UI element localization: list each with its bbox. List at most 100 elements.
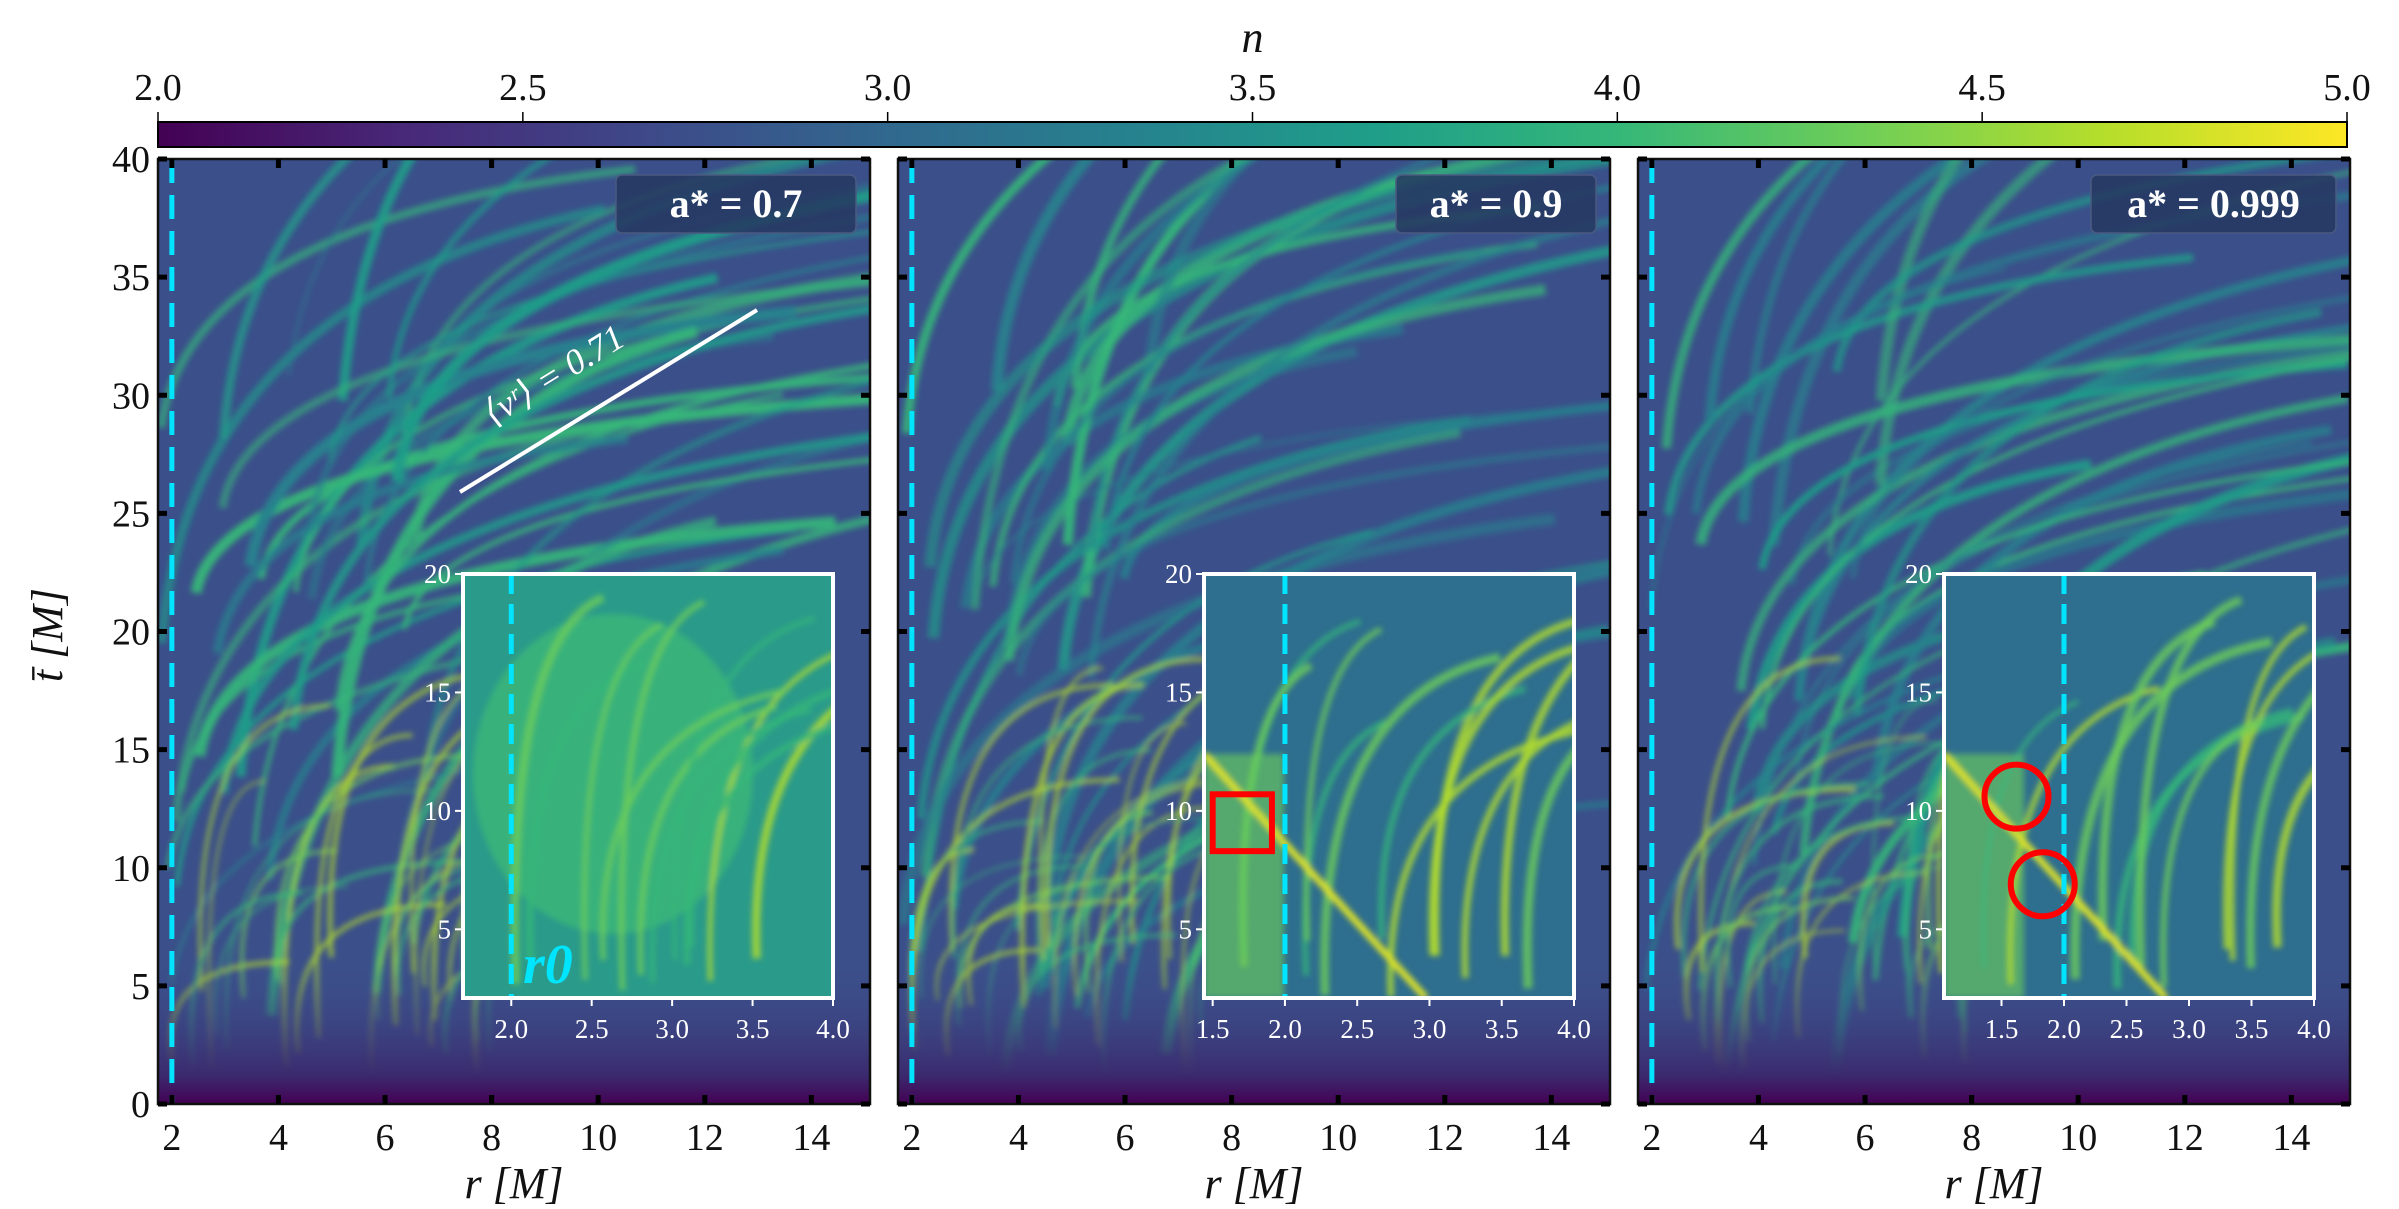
inset-y-tick-label: 20 <box>1165 559 1192 589</box>
inset-x-tick-label: 2.0 <box>1268 1014 1302 1044</box>
x-tick-label: 12 <box>1426 1117 1464 1159</box>
y-tick-label: 0 <box>131 1084 150 1126</box>
colorbar-tick-label: 4.0 <box>1594 67 1642 109</box>
inset-1: 2.0 2.5 3.0 3.5 4.0 5 10 15 20 r0 <box>424 559 850 1044</box>
x-tick-label: 4 <box>1009 1117 1028 1159</box>
x-axis-label: r [M] <box>464 1159 563 1208</box>
x-tick-label: 8 <box>482 1117 501 1159</box>
panel-1: 2 4 6 8 10 12 14 0 5 10 15 20 25 30 35 40 r [M] t̄ [M] a* … <box>23 139 872 1208</box>
inset-x-tick-label: 2.5 <box>575 1014 609 1044</box>
colorbar-tick-label: 2.5 <box>499 67 547 109</box>
x-tick-label: 10 <box>2059 1117 2097 1159</box>
inset-streak <box>2246 689 2314 969</box>
panel-2: 2 4 6 8 10 12 14 r [M] a* = 0.9 1.5 2.0 2.5 3.0 3.5 4.… <box>896 156 1612 1208</box>
inset-y-tick-label: 10 <box>1165 796 1192 826</box>
inset-y-tick-label: 5 <box>1179 914 1193 944</box>
x-tick-label: 14 <box>2272 1117 2310 1159</box>
inset-streak <box>1387 728 1574 998</box>
inset-y-tick-label: 15 <box>424 677 451 707</box>
inset-y-tick-label: 20 <box>424 559 451 589</box>
spin-label: a* = 0.7 <box>670 181 803 226</box>
colorbar-tick-label: 3.0 <box>864 67 912 109</box>
inset-x-tick-label: 3.5 <box>2235 1014 2269 1044</box>
y-tick-label: 5 <box>131 966 150 1008</box>
inset-streak <box>2272 768 2314 948</box>
inset-x-tick-label: 3.5 <box>1485 1014 1519 1044</box>
panel-3: 2 4 6 8 10 12 14 r [M] a* = 0.999 1.5 2.0 2.5 3.0 3.5… <box>1636 156 2352 1208</box>
inset-streak <box>2136 595 2243 968</box>
x-tick-label: 12 <box>686 1117 724 1159</box>
x-tick-label: 10 <box>1319 1117 1357 1159</box>
x-axis-label: r [M] <box>1944 1159 2043 1208</box>
x-tick-label: 14 <box>1532 1117 1570 1159</box>
inset-y-tick-label: 10 <box>424 796 451 826</box>
spin-label-box <box>1395 174 1597 234</box>
y-tick-label: 30 <box>112 375 150 417</box>
x-tick-label: 4 <box>269 1117 288 1159</box>
highlight-square <box>1209 791 1275 855</box>
r0-label: r0 <box>523 934 573 996</box>
inset-x-tick-label: 4.0 <box>1557 1014 1591 1044</box>
colorbar-tick-label: 4.5 <box>1958 67 2006 109</box>
inset-streak <box>752 706 833 959</box>
inset-streak <box>637 703 778 975</box>
inset-y-tick-label: 20 <box>1905 559 1932 589</box>
inset-streak <box>1428 644 1574 956</box>
inset-x-tick-label: 1.5 <box>1196 1014 1230 1044</box>
inset-streak <box>618 599 706 991</box>
x-tick-label: 8 <box>1222 1117 1241 1159</box>
spin-label: a* = 0.9 <box>1430 181 1563 226</box>
inset-x-tick-label: 3.0 <box>1413 1014 1447 1044</box>
colorbar-tick-label: 5.0 <box>2323 67 2371 109</box>
inset-frame <box>461 572 835 1000</box>
highlight-circle <box>1981 761 2052 832</box>
inset-x-tick-label: 3.0 <box>655 1014 689 1044</box>
inset-x-tick-label: 2.0 <box>2047 1014 2081 1044</box>
y-axis-label: t̄ [M] <box>23 588 72 682</box>
inset-y-tick-label: 10 <box>1905 796 1932 826</box>
inset-frame <box>1942 572 2316 1000</box>
inset-streak <box>2222 651 2314 950</box>
inset-x-tick-label: 2.5 <box>1340 1014 1374 1044</box>
inset-3: 1.5 2.0 2.5 3.0 3.5 4.0 5 10 15 20 <box>1905 559 2331 1044</box>
x-tick-label: 12 <box>2166 1117 2204 1159</box>
colorbar-tick-label: 3.5 <box>1229 67 1277 109</box>
inset-2: 1.5 2.0 2.5 3.0 3.5 4.0 5 10 15 20 <box>1165 559 1591 1044</box>
x-tick-label: 10 <box>579 1117 617 1159</box>
inset-streak <box>1981 699 2080 969</box>
x-tick-label: 6 <box>1856 1117 1875 1159</box>
x-axis-label: r [M] <box>1204 1159 1303 1208</box>
inset-heatmap <box>1204 574 1574 998</box>
inset-streak <box>1522 747 1574 989</box>
inset-streak <box>510 593 605 985</box>
inset-y-tick-label: 5 <box>438 914 452 944</box>
inset-streak <box>1303 626 1383 941</box>
x-tick-label: 2 <box>1642 1117 1661 1159</box>
spin-label-box <box>615 174 857 234</box>
x-tick-label: 6 <box>376 1117 395 1159</box>
inset-streak <box>599 687 787 961</box>
x-tick-label: 2 <box>162 1117 181 1159</box>
inset-y-tick-label: 15 <box>1905 677 1932 707</box>
y-tick-label: 10 <box>112 848 150 890</box>
inset-x-tick-label: 2.0 <box>494 1014 528 1044</box>
inset-y-tick-label: 15 <box>1165 677 1192 707</box>
inset-streak <box>2098 617 2216 941</box>
y-tick-label: 40 <box>112 139 150 181</box>
y-tick-label: 35 <box>112 257 150 299</box>
x-tick-label: 2 <box>902 1117 921 1159</box>
inset-frame <box>1202 572 1576 1000</box>
x-tick-label: 8 <box>1962 1117 1981 1159</box>
colorbar-tick-label: 2.0 <box>134 67 182 109</box>
inset-streak <box>1239 662 1313 967</box>
spin-label-box <box>2090 174 2337 234</box>
colorbar <box>157 121 2348 148</box>
inset-streak <box>1500 658 1574 957</box>
inset-streak <box>683 688 833 966</box>
highlight-circle <box>2007 849 2078 920</box>
inset-heatmap <box>463 574 833 998</box>
inset-x-tick-label: 1.5 <box>1985 1014 2019 1044</box>
x-tick-label: 4 <box>1749 1117 1768 1159</box>
inset-x-tick-label: 4.0 <box>2297 1014 2331 1044</box>
